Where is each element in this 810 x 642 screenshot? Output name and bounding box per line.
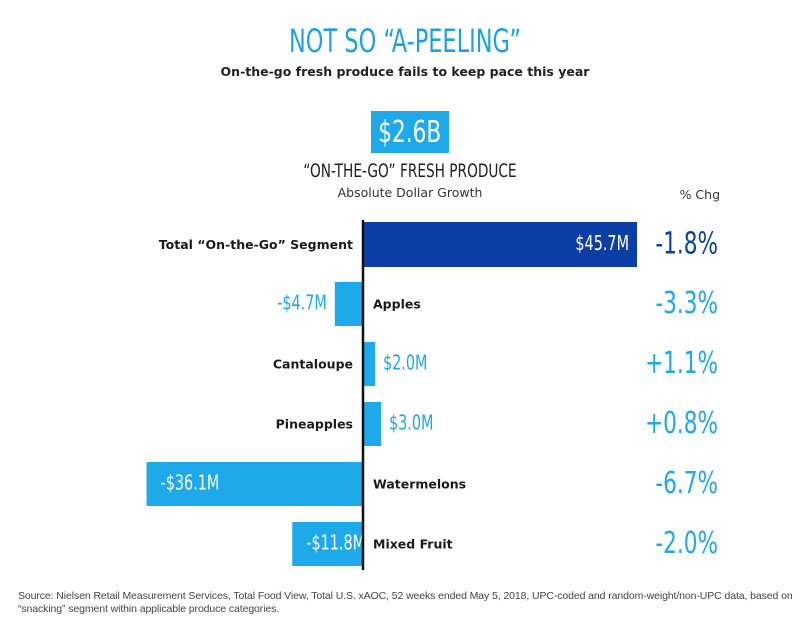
page-subtitle: On-the-go fresh produce fails to keep pa…	[220, 64, 590, 79]
page-title: NOT SO “A-PEELING”	[288, 22, 522, 60]
bar-4	[146, 462, 363, 506]
pct-change-label: -3.3%	[655, 287, 718, 321]
bar-2	[363, 342, 375, 386]
pct-change-label: -6.7%	[655, 467, 718, 501]
source-note: Source: Nielsen Retail Measurement Servi…	[18, 590, 793, 615]
bar-0	[363, 222, 637, 267]
bar-3	[363, 402, 381, 446]
bar-value-label-group: -$36.1M	[161, 473, 220, 496]
metric-title: “ON-THE-GO” FRESH PRODUCE	[303, 160, 517, 182]
pct-change-label-group: -2.0%	[655, 527, 718, 561]
bar-1	[334, 282, 363, 326]
category-label: Cantaloupe	[273, 357, 353, 372]
pct-change-label-group: +0.8%	[645, 407, 718, 441]
bar-value-label: $45.7M	[575, 233, 629, 256]
category-label: Watermelons	[373, 477, 466, 492]
pct-change-label: -1.8%	[655, 227, 718, 261]
bar-value-label: -$36.1M	[161, 473, 220, 496]
pct-change-label-group: -1.8%	[655, 227, 718, 261]
pct-change-label: -2.0%	[655, 527, 718, 561]
pct-change-label-group: +1.1%	[645, 347, 718, 381]
pct-change-label: +0.8%	[645, 407, 718, 441]
total-value: $2.6B	[378, 114, 442, 150]
category-label: Mixed Fruit	[373, 537, 453, 552]
bar-value-label: $3.0M	[389, 413, 433, 436]
category-label: Total “On-the-Go” Segment	[159, 237, 353, 252]
pct-change-label: +1.1%	[645, 347, 718, 381]
metric-subtitle: Absolute Dollar Growth	[337, 185, 483, 200]
total-value-badge: $2.6B	[371, 111, 449, 153]
bar-value-label: -$4.7M	[277, 293, 327, 316]
pct-change-label-group: -6.7%	[655, 467, 718, 501]
pct-change-header: % Chg	[679, 187, 720, 202]
bar-value-label: $2.0M	[383, 353, 427, 376]
bar-5	[292, 522, 363, 566]
category-label: Pineapples	[276, 417, 353, 432]
bar-value-label-group: -$4.7M	[277, 293, 327, 316]
pct-change-label-group: -3.3%	[655, 287, 718, 321]
bar-value-label-group: $2.0M	[383, 353, 427, 376]
bar-value-label-group: -$11.8M	[306, 533, 365, 556]
bar-value-label-group: $45.7M	[575, 233, 629, 256]
bar-value-label: -$11.8M	[306, 533, 365, 556]
bar-value-label-group: $3.0M	[389, 413, 433, 436]
category-label: Apples	[373, 297, 421, 312]
